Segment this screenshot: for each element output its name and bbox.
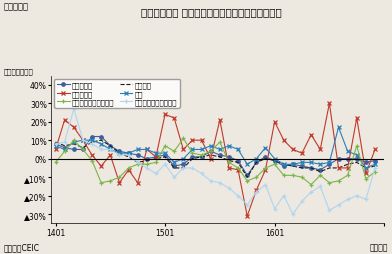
Text: （図表５）: （図表５） [4, 3, 29, 11]
Text: （前年同月比）: （前年同月比） [4, 69, 34, 75]
Text: （月次）: （月次） [370, 243, 388, 251]
Legend: 製造業生産, バイオ医療, 精密エンジニアリング, 電子製品, 化学, 輸送エンジニアリング: 製造業生産, バイオ医療, 精密エンジニアリング, 電子製品, 化学, 輸送エン… [54, 80, 180, 108]
Text: シンガポール 製造業生産指数（分野別）の伸び率: シンガポール 製造業生産指数（分野別）の伸び率 [141, 8, 282, 18]
Text: （資料）CEIC: （資料）CEIC [4, 243, 40, 251]
